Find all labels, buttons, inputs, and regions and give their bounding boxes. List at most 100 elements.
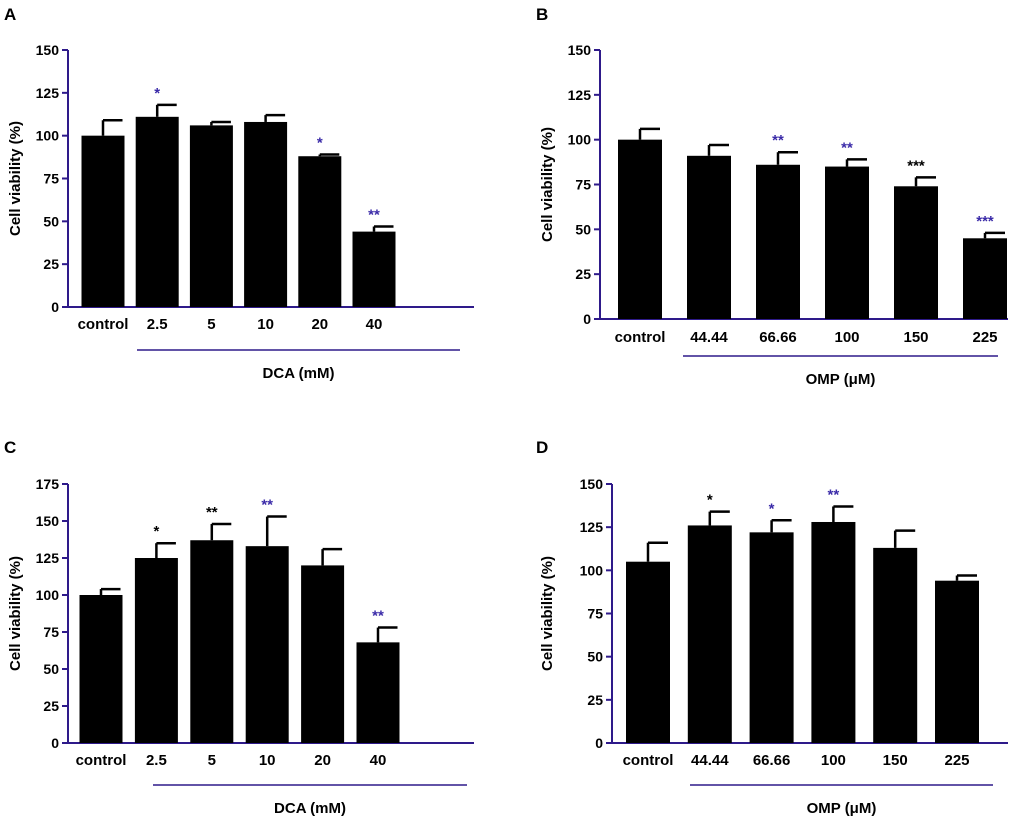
x-tick-label: 100 bbox=[821, 752, 846, 769]
y-tick-label: 175 bbox=[36, 476, 60, 492]
significance-marker: * bbox=[317, 135, 323, 152]
x-tick-label: control bbox=[76, 752, 127, 769]
bar-44.44 bbox=[687, 155, 731, 319]
chart-panel-c: C 0 25 50 75 100 125 150 175 Cell viability (%) co… bbox=[4, 438, 474, 817]
y-tick-label: 50 bbox=[43, 213, 59, 229]
x-tick-label: 150 bbox=[903, 329, 928, 346]
chart-panel-d: D 0 25 50 75 100 125 150 Cell viability (%) contr… bbox=[536, 438, 1008, 817]
bar-100 bbox=[825, 166, 869, 319]
bar-2.5 bbox=[135, 116, 179, 307]
x-tick-label: 100 bbox=[834, 329, 859, 346]
x-tick-label: 150 bbox=[883, 752, 908, 769]
x-axis-label: DCA (mM) bbox=[263, 365, 335, 382]
y-tick-label: 0 bbox=[583, 311, 591, 327]
y-tick-label: 125 bbox=[580, 519, 604, 535]
y-tick-label: 150 bbox=[36, 42, 60, 58]
y-tick-label: 25 bbox=[587, 692, 603, 708]
significance-marker: ** bbox=[828, 486, 840, 503]
bar-10 bbox=[245, 546, 289, 743]
y-tick-label: 50 bbox=[43, 661, 59, 677]
y-tick-label: 0 bbox=[51, 735, 59, 751]
y-tick-label: 100 bbox=[36, 128, 60, 144]
x-tick-label: control bbox=[623, 752, 674, 769]
x-tick-label: 2.5 bbox=[146, 752, 167, 769]
x-axis-label: OMP (μM) bbox=[806, 371, 876, 388]
significance-marker: * bbox=[769, 500, 775, 517]
x-axis-label: OMP (μM) bbox=[807, 800, 877, 817]
panel-label: D bbox=[536, 438, 548, 457]
y-tick-label: 50 bbox=[575, 221, 591, 237]
significance-marker: ** bbox=[206, 504, 218, 521]
y-tick-label: 150 bbox=[568, 42, 592, 58]
significance-marker: ** bbox=[772, 132, 784, 149]
panel-label: A bbox=[4, 5, 16, 24]
y-tick-label: 25 bbox=[43, 256, 59, 272]
y-tick-label: 75 bbox=[43, 171, 59, 187]
x-tick-label: 44.44 bbox=[691, 752, 729, 769]
y-tick-label: 100 bbox=[580, 562, 604, 578]
x-tick-label: control bbox=[78, 316, 129, 333]
bar-5 bbox=[189, 125, 233, 308]
x-tick-label: 2.5 bbox=[147, 316, 168, 333]
x-axis-label: DCA (mM) bbox=[274, 800, 346, 817]
x-tick-label: 44.44 bbox=[690, 329, 728, 346]
x-tick-label: 66.66 bbox=[759, 329, 797, 346]
panel-label: C bbox=[4, 438, 16, 457]
bar-control bbox=[626, 561, 670, 743]
x-tick-label: 10 bbox=[259, 752, 276, 769]
significance-marker: ** bbox=[261, 497, 273, 514]
y-tick-label: 0 bbox=[595, 735, 603, 751]
x-tick-label: control bbox=[615, 329, 666, 346]
x-tick-label: 40 bbox=[370, 752, 387, 769]
y-tick-label: 100 bbox=[36, 587, 60, 603]
y-axis-label: Cell viability (%) bbox=[539, 556, 556, 671]
y-tick-label: 50 bbox=[587, 649, 603, 665]
y-tick-label: 25 bbox=[575, 266, 591, 282]
chart-panel-a: A 0 25 50 75 100 125 150 Cell viability (%) contr… bbox=[4, 5, 474, 382]
bar-40 bbox=[356, 642, 400, 743]
y-tick-label: 75 bbox=[575, 177, 591, 193]
y-axis-label: Cell viability (%) bbox=[7, 121, 24, 236]
significance-marker: ** bbox=[372, 608, 384, 625]
y-tick-label: 150 bbox=[580, 476, 604, 492]
bar-20 bbox=[298, 156, 342, 307]
y-tick-label: 125 bbox=[36, 85, 60, 101]
bar-2.5 bbox=[134, 558, 178, 743]
significance-marker: *** bbox=[907, 157, 925, 174]
bar-control bbox=[81, 135, 125, 307]
y-tick-label: 100 bbox=[568, 132, 592, 148]
bar-control bbox=[618, 139, 662, 319]
x-tick-label: 20 bbox=[311, 316, 328, 333]
y-tick-label: 25 bbox=[43, 698, 59, 714]
y-tick-label: 125 bbox=[568, 87, 592, 103]
y-axis-label: Cell viability (%) bbox=[539, 127, 556, 242]
significance-marker: *** bbox=[976, 213, 994, 230]
bar-44.44 bbox=[687, 525, 732, 743]
bar-40 bbox=[352, 231, 396, 307]
significance-marker: * bbox=[154, 85, 160, 102]
bar-225 bbox=[963, 238, 1007, 319]
y-axis-label: Cell viability (%) bbox=[7, 556, 24, 671]
x-tick-label: 10 bbox=[257, 316, 274, 333]
y-tick-label: 75 bbox=[587, 606, 603, 622]
bar-control bbox=[79, 595, 123, 743]
x-tick-label: 40 bbox=[366, 316, 383, 333]
bar-100 bbox=[811, 521, 856, 743]
significance-marker: * bbox=[707, 492, 713, 509]
x-tick-label: 225 bbox=[944, 752, 969, 769]
x-tick-label: 5 bbox=[207, 316, 215, 333]
significance-marker: ** bbox=[841, 139, 853, 156]
bar-150 bbox=[894, 186, 938, 319]
bar-150 bbox=[873, 547, 918, 743]
y-tick-label: 150 bbox=[36, 513, 60, 529]
chart-panel-b: B 0 25 50 75 100 125 150 Cell viability (%) contr… bbox=[536, 5, 1008, 388]
bar-66.66 bbox=[756, 164, 800, 319]
x-tick-label: 225 bbox=[972, 329, 997, 346]
y-tick-label: 75 bbox=[43, 624, 59, 640]
x-tick-label: 5 bbox=[208, 752, 216, 769]
panel-label: B bbox=[536, 5, 548, 24]
x-tick-label: 66.66 bbox=[753, 752, 791, 769]
bar-225 bbox=[935, 580, 979, 743]
bar-10 bbox=[244, 121, 288, 308]
